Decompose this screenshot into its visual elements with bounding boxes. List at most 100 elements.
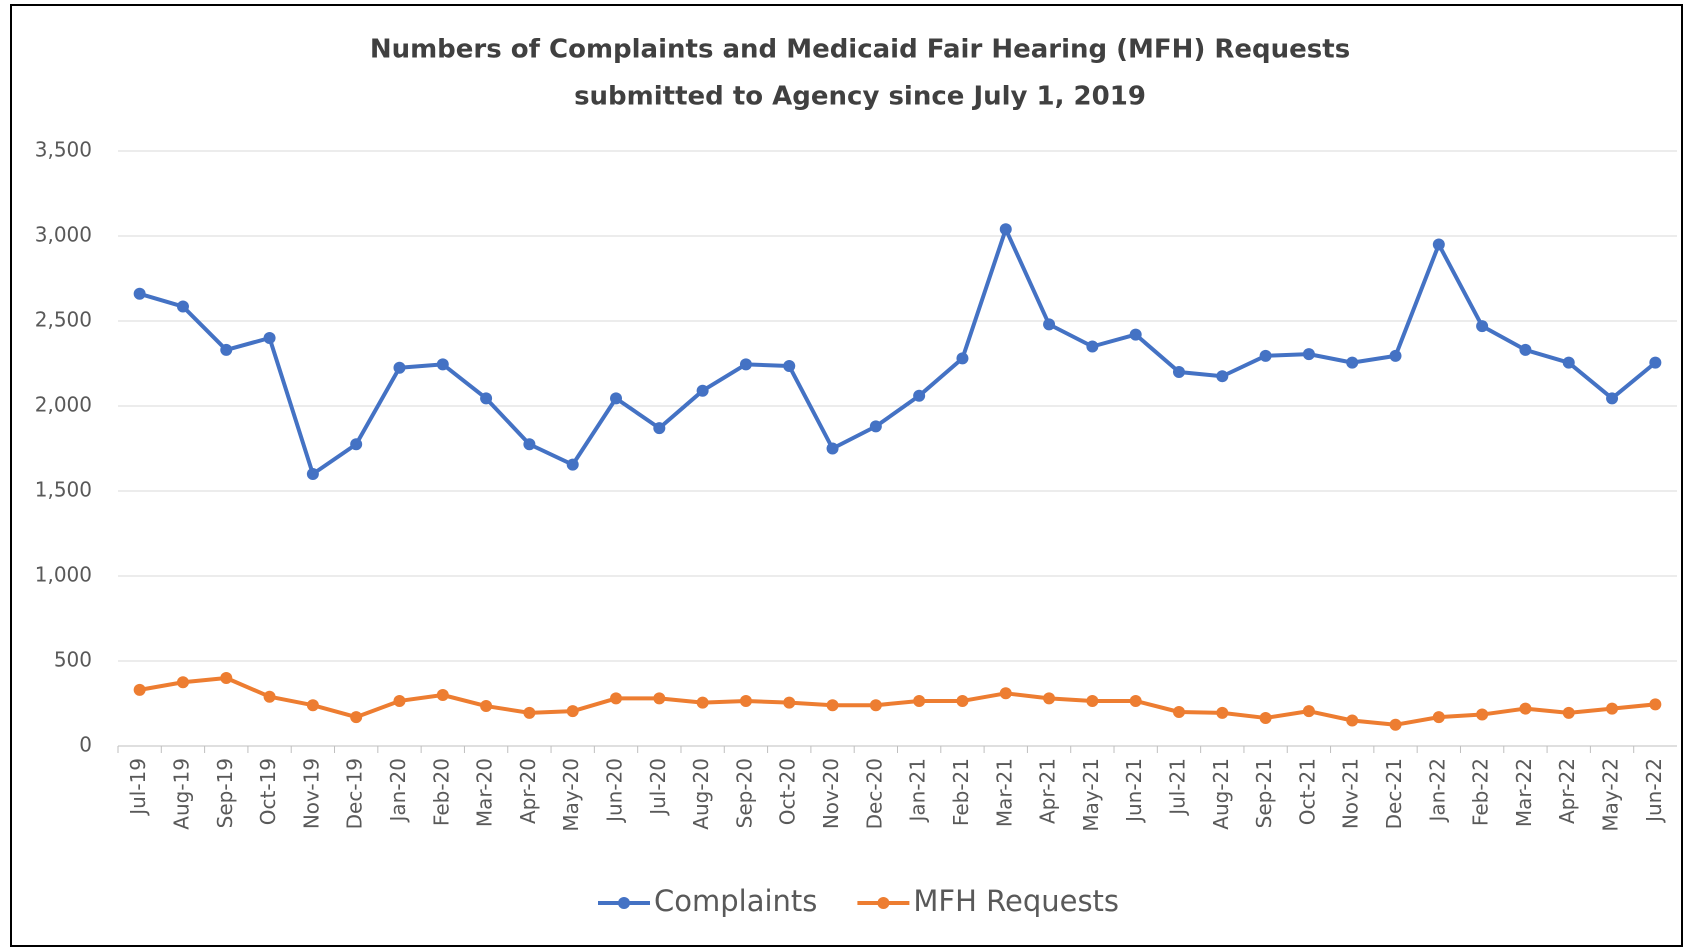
data-point — [263, 332, 276, 344]
x-tick-label: Sep-21 — [1252, 758, 1276, 828]
x-tick-label: May-22 — [1599, 758, 1623, 832]
x-tick-label: Feb-20 — [429, 758, 453, 826]
data-point — [956, 352, 969, 365]
data-point — [1216, 706, 1229, 719]
data-point — [176, 300, 189, 313]
data-point — [1302, 705, 1315, 718]
data-point — [566, 705, 579, 718]
data-point — [480, 392, 493, 405]
y-tick-label: 1,000 — [35, 563, 92, 587]
x-tick-label: Sep-19 — [213, 758, 237, 828]
data-point — [826, 699, 839, 712]
y-tick-label: 2,000 — [35, 393, 92, 417]
x-tick-label: Feb-22 — [1469, 758, 1493, 826]
data-point — [350, 438, 363, 451]
y-tick-label: 500 — [54, 648, 92, 672]
x-tick-label: Jun-22 — [1642, 758, 1666, 824]
data-point — [1216, 370, 1229, 383]
data-point — [956, 694, 969, 707]
data-point — [1259, 711, 1272, 724]
data-point — [133, 287, 146, 300]
series-line — [139, 227, 1657, 476]
x-tick-label: Jun-21 — [1122, 758, 1146, 824]
data-point — [739, 358, 752, 371]
data-point — [350, 711, 363, 724]
data-point — [1476, 708, 1489, 721]
data-point — [999, 223, 1012, 236]
x-tick-label: Jan-22 — [1425, 758, 1449, 824]
data-point — [1346, 356, 1359, 369]
x-tick-label: Mar-21 — [992, 758, 1016, 827]
x-tick-label: Aug-20 — [689, 758, 713, 830]
x-tick-label: Mar-22 — [1512, 758, 1536, 827]
data-point — [696, 384, 709, 397]
x-tick-label: Jan-21 — [906, 758, 930, 824]
data-point — [306, 468, 319, 480]
x-tick-label: Jun-20 — [603, 758, 627, 824]
y-tick-label: 3,000 — [35, 223, 92, 247]
data-point — [913, 389, 926, 402]
data-point — [1649, 356, 1662, 369]
data-point — [1432, 711, 1445, 724]
data-point — [1172, 706, 1185, 718]
x-tick-label: Oct-19 — [256, 758, 280, 825]
data-point — [1259, 349, 1272, 362]
x-tick-label: Nov-19 — [299, 758, 323, 829]
x-tick-label: Apr-21 — [1036, 758, 1060, 824]
data-point — [610, 392, 623, 405]
x-tick-label: Feb-21 — [949, 758, 973, 826]
data-point — [220, 672, 233, 684]
data-point — [176, 676, 189, 689]
data-point — [783, 696, 796, 709]
data-point — [220, 343, 233, 356]
data-point — [1562, 356, 1575, 369]
chart-title: submitted to Agency since July 1, 2019 — [574, 82, 1146, 112]
data-point — [1086, 340, 1099, 353]
data-point — [1129, 694, 1142, 707]
x-tick-label: Dec-19 — [343, 758, 367, 829]
x-tick-label: Nov-20 — [819, 758, 843, 829]
data-point — [1389, 718, 1402, 731]
data-point — [653, 692, 666, 705]
data-point — [436, 689, 449, 701]
data-point — [1129, 328, 1142, 341]
x-tick-label: Aug-19 — [169, 758, 193, 830]
legend-label: MFH Requests — [913, 884, 1119, 918]
data-point — [393, 694, 406, 707]
data-point — [1562, 706, 1575, 719]
data-point — [1346, 714, 1359, 727]
data-point — [1649, 698, 1662, 711]
x-tick-label: Mar-20 — [473, 758, 497, 827]
x-tick-label: May-20 — [559, 758, 583, 832]
y-tick-label: 3,500 — [35, 138, 92, 162]
data-point — [1476, 320, 1489, 333]
data-point — [610, 692, 623, 705]
x-tick-label: May-21 — [1079, 758, 1103, 832]
y-tick-label: 2,500 — [35, 308, 92, 332]
x-tick-label: Apr-20 — [516, 758, 540, 824]
data-point — [523, 706, 536, 719]
x-tick-label: Oct-20 — [776, 758, 800, 825]
x-tick-label: Dec-20 — [862, 758, 886, 829]
legend-marker — [618, 897, 630, 909]
data-point — [1389, 349, 1402, 362]
data-point — [739, 694, 752, 707]
x-tick-label: Jul-21 — [1165, 758, 1189, 817]
data-point — [1086, 694, 1099, 707]
chart-title: Numbers of Complaints and Medicaid Fair … — [370, 35, 1350, 65]
data-point — [436, 358, 449, 371]
chart-border — [10, 4, 1683, 947]
data-point — [869, 699, 882, 712]
x-tick-label: Oct-21 — [1295, 758, 1319, 825]
legend-marker — [877, 897, 890, 909]
data-point — [1519, 343, 1532, 356]
data-point — [566, 458, 579, 471]
x-tick-label: Nov-21 — [1339, 758, 1363, 829]
data-point — [783, 360, 796, 373]
data-point — [133, 683, 146, 696]
data-point — [306, 699, 319, 712]
legend-label: Complaints — [654, 884, 817, 918]
data-point — [999, 687, 1012, 700]
x-tick-label: Jul-20 — [646, 758, 670, 817]
